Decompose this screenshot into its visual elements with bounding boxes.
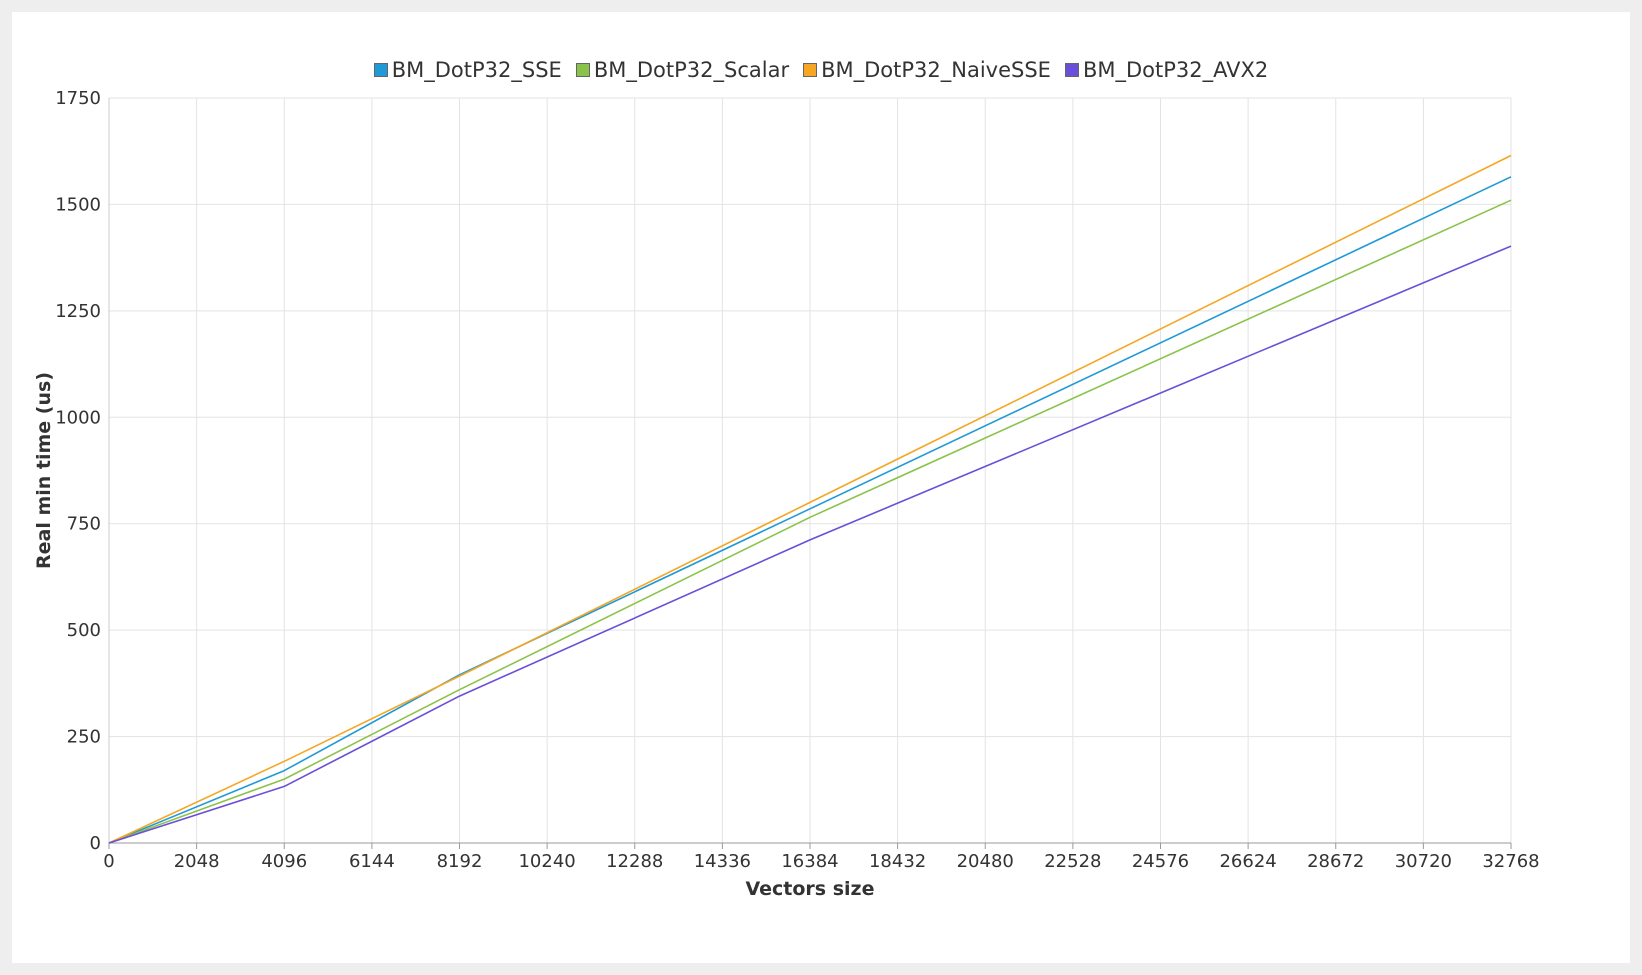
x-tick-label: 0 bbox=[103, 851, 114, 872]
legend-item-scalar[interactable]: BM_DotP32_Scalar bbox=[575, 58, 790, 82]
x-tick-label: 20480 bbox=[957, 851, 1014, 872]
x-tick-labels: 0 2048 4096 6144 8192 10240 12288 14336 16384 184… bbox=[103, 851, 1539, 872]
x-tick-label: 28672 bbox=[1307, 851, 1364, 872]
legend-swatch-naivesse bbox=[803, 63, 818, 77]
x-tick-label: 6144 bbox=[349, 851, 395, 872]
y-axis-title: Real min time (us) bbox=[33, 372, 55, 569]
y-tick-label: 1750 bbox=[55, 88, 101, 109]
legend-item-avx2[interactable]: BM_DotP32_AVX2 bbox=[1064, 58, 1269, 82]
legend: BM_DotP32_SSE BM_DotP32_Scalar BM_DotP32… bbox=[12, 58, 1630, 82]
legend-swatch-scalar bbox=[575, 63, 590, 77]
legend-label-scalar: BM_DotP32_Scalar bbox=[593, 58, 790, 82]
legend-label-avx2: BM_DotP32_AVX2 bbox=[1082, 58, 1269, 82]
y-tick-label: 250 bbox=[67, 727, 101, 748]
x-tick-label: 30720 bbox=[1395, 851, 1452, 872]
series-line-bm-dotp32-naivesse[interactable] bbox=[108, 154, 1512, 844]
line-chart: 0 250 500 750 1000 1250 1500 1750 0 2048 4096 6144… bbox=[33, 88, 1540, 900]
series-lines bbox=[108, 154, 1512, 844]
y-tick-labels: 0 250 500 750 1000 1250 1500 1750 bbox=[55, 88, 101, 854]
y-tick-label: 1250 bbox=[55, 301, 101, 322]
series-line-bm-dotp32-scalar[interactable] bbox=[108, 199, 1512, 844]
y-tick-label: 1000 bbox=[55, 407, 101, 428]
x-tick-label: 26624 bbox=[1219, 851, 1276, 872]
x-tick-label: 32768 bbox=[1482, 851, 1539, 872]
x-tick-label: 10240 bbox=[518, 851, 575, 872]
series-line-bm-dotp32-sse[interactable] bbox=[108, 176, 1512, 844]
x-axis-title: Vectors size bbox=[745, 878, 874, 900]
x-tick-label: 14336 bbox=[694, 851, 751, 872]
legend-label-sse: BM_DotP32_SSE bbox=[391, 58, 562, 82]
grid bbox=[108, 97, 1512, 849]
x-tick-label: 12288 bbox=[606, 851, 663, 872]
y-tick-label: 1500 bbox=[55, 194, 101, 215]
x-tick-label: 24576 bbox=[1132, 851, 1189, 872]
x-tick-label: 16384 bbox=[781, 851, 838, 872]
x-tick-label: 22528 bbox=[1044, 851, 1101, 872]
y-tick-label: 0 bbox=[90, 833, 101, 854]
x-tick-label: 4096 bbox=[261, 851, 307, 872]
legend-item-sse[interactable]: BM_DotP32_SSE bbox=[373, 58, 562, 82]
x-tick-label: 18432 bbox=[869, 851, 926, 872]
legend-label-naivesse: BM_DotP32_NaiveSSE bbox=[821, 58, 1051, 82]
legend-item-naivesse[interactable]: BM_DotP32_NaiveSSE bbox=[803, 58, 1051, 82]
series-line-bm-dotp32-avx2[interactable] bbox=[108, 245, 1512, 844]
x-tick-label: 2048 bbox=[174, 851, 220, 872]
legend-swatch-sse bbox=[373, 63, 388, 77]
legend-swatch-avx2 bbox=[1064, 63, 1079, 77]
y-tick-label: 500 bbox=[67, 620, 101, 641]
chart-panel: BM_DotP32_SSE BM_DotP32_Scalar BM_DotP32… bbox=[12, 12, 1630, 963]
x-tick-label: 8192 bbox=[437, 851, 483, 872]
y-tick-label: 750 bbox=[67, 514, 101, 535]
